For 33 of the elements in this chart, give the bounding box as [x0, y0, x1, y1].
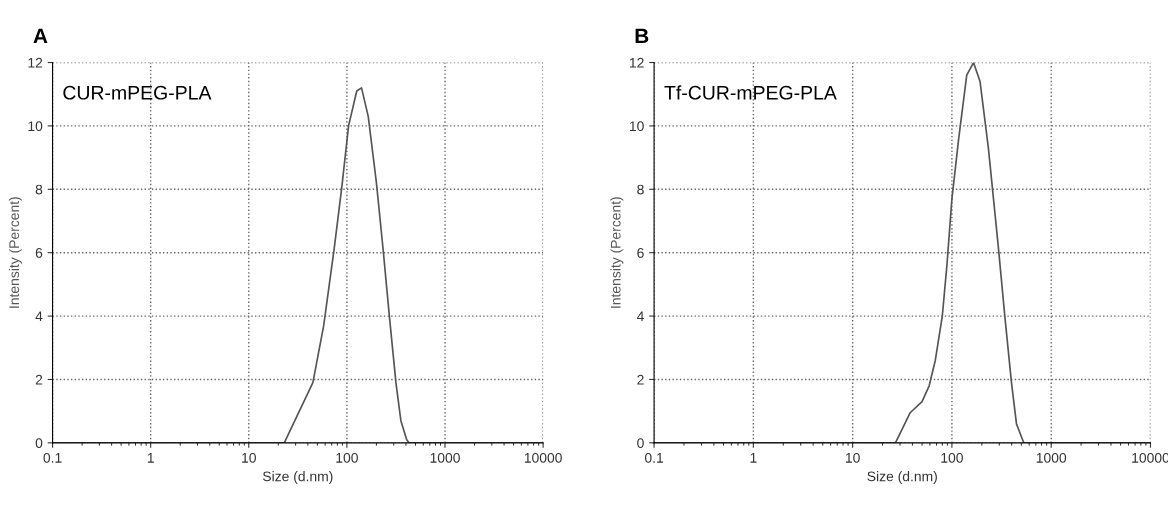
y-tick-label: 8	[637, 184, 644, 195]
x-tick-label: 10	[242, 452, 256, 463]
x-tick-label: 100	[941, 452, 963, 463]
y-tick-label: 0	[637, 438, 644, 449]
y-tick-label: 2	[637, 374, 644, 385]
x-tick-label: 0.1	[43, 452, 62, 463]
y-axis-title: Intensity (Percent)	[610, 197, 624, 308]
x-tick-label: 10000	[524, 452, 562, 463]
x-tick-label: 1	[750, 453, 757, 463]
annotation: Tf-CUR-mPEG-PLA	[664, 85, 837, 100]
x-tick-label: 1000	[430, 452, 460, 463]
y-tick-label: 12	[629, 57, 644, 68]
y-tick-label: 4	[35, 311, 43, 322]
y-tick-label: 2	[35, 374, 43, 385]
y-tick-label: 6	[637, 248, 644, 258]
y-tick-label: 8	[35, 184, 43, 195]
x-axis-title: Size (d.nm)	[867, 471, 937, 485]
chart-title: A	[33, 28, 48, 44]
y-tick-label: 4	[636, 311, 644, 322]
x-tick-label: 100	[336, 452, 358, 463]
y-tick-label: 10	[629, 121, 644, 132]
y-tick-label: 12	[28, 57, 43, 68]
x-tick-label: 1	[147, 453, 154, 463]
x-tick-label: 0.1	[644, 452, 664, 463]
annotation: CUR-mPEG-PLA	[63, 85, 212, 100]
y-tick-label: 10	[28, 121, 43, 132]
x-tick-label: 10	[845, 452, 860, 463]
y-tick-label: 6	[35, 248, 43, 258]
y-axis-title: Intensity (Percent)	[8, 197, 22, 308]
y-tick-label: 0	[35, 438, 43, 449]
chart-title: B	[635, 28, 649, 44]
x-tick-label: 1000	[1036, 452, 1067, 463]
x-axis-title: Size (d.nm)	[262, 471, 333, 485]
